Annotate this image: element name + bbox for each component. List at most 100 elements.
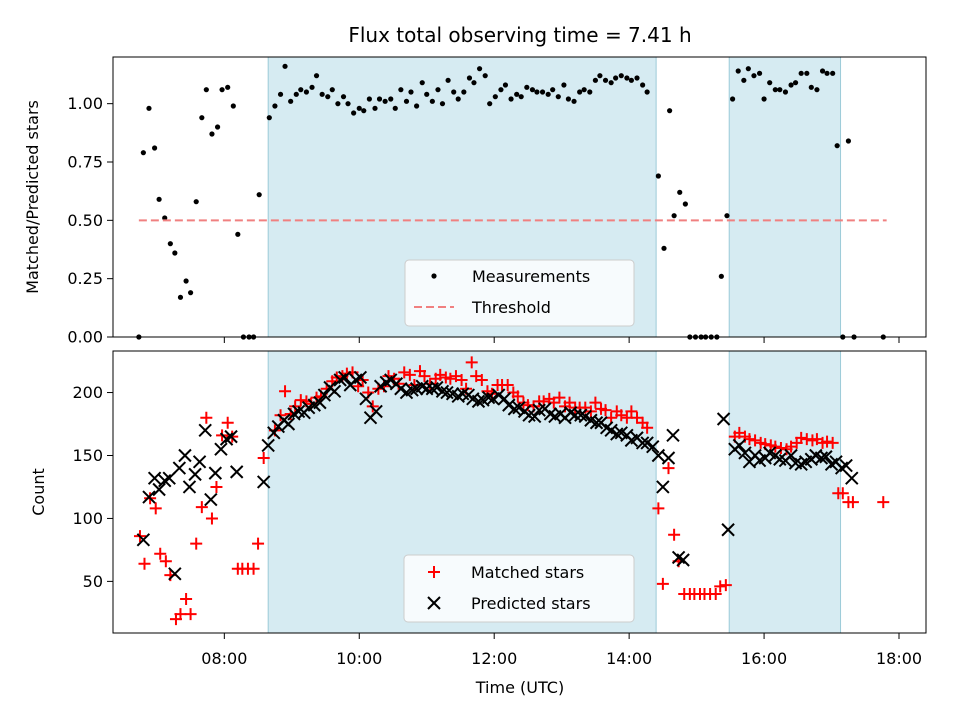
predicted-star-point (471, 394, 486, 409)
predicted-star-point (661, 451, 676, 465)
measurement-point (424, 91, 430, 97)
matched-star-point (154, 547, 167, 560)
top-legend: Measurements Threshold (404, 259, 635, 327)
measurement-point (814, 87, 820, 93)
measurement-point (403, 98, 410, 104)
measurement-point (624, 75, 630, 81)
bottom-axis-ticks (107, 392, 900, 639)
matched-star-point (455, 373, 468, 386)
measurement-point (266, 115, 272, 121)
measurement-point (193, 199, 199, 205)
measurement-point (303, 89, 310, 95)
measurement-point (741, 77, 747, 83)
measurement-point (366, 96, 372, 102)
measurement-point (392, 105, 398, 111)
matched-star-point (159, 555, 172, 568)
matched-star-point (652, 502, 665, 515)
measurement-point (439, 101, 446, 107)
measurement-point (172, 250, 178, 256)
bottom-y-axis-label: Count (29, 468, 48, 516)
measurement-point (571, 98, 577, 104)
measurement-point (487, 101, 493, 107)
measurement-point (677, 189, 683, 195)
predicted-star-point (845, 471, 859, 485)
predicted-star-point (208, 466, 223, 480)
predicted-star-point (369, 404, 383, 419)
matched-star-point (668, 528, 681, 541)
matched-star-point (501, 378, 514, 391)
measurement-point (602, 77, 609, 83)
measurement-point (655, 173, 661, 179)
measurement-point (225, 84, 231, 90)
matched-star-point (826, 436, 839, 449)
measurement-point (466, 75, 473, 81)
matched-star-point (174, 608, 187, 621)
measurement-point (788, 82, 794, 88)
matched-star-point (398, 366, 411, 379)
measurement-point (729, 96, 736, 102)
matched-star-point (418, 370, 431, 383)
chart-title: Flux total observing time = 7.41 h (348, 23, 691, 47)
matched-star-point (631, 411, 644, 424)
measurement-point (819, 68, 826, 74)
predicted-star-point (229, 465, 244, 479)
matched-star-point (184, 608, 197, 621)
measurement-point (203, 87, 209, 93)
matched-star-point (257, 452, 270, 465)
measurement-point (498, 87, 504, 93)
predicted-star-point (182, 480, 197, 494)
predicted-star-point (666, 428, 680, 443)
bottom-y-tick-labels: 50 100 150 200 (72, 383, 103, 591)
measurement-point (682, 201, 688, 207)
measurement-point (152, 145, 158, 151)
predicted-star-point (676, 553, 690, 567)
measurement-point (313, 73, 320, 79)
matched-star-point (714, 580, 727, 593)
measurement-point (293, 91, 299, 97)
measurement-point (718, 273, 724, 279)
measurement-point (724, 213, 730, 219)
predicted-star-point (721, 523, 735, 537)
x-tick-label: 14:00 (606, 649, 652, 668)
x-tick-label: 18:00 (876, 649, 922, 668)
measurement-point (834, 143, 840, 149)
top-legend-box (404, 259, 635, 327)
predicted-star-point (142, 490, 156, 504)
predicted-star-point (425, 382, 440, 396)
matched-star-point (190, 537, 203, 550)
measurement-point (772, 87, 778, 93)
top-y-tick-labels: 0.00 0.25 0.50 0.75 1.00 (67, 94, 103, 346)
matched-star-point (620, 411, 633, 424)
measurement-point (376, 96, 383, 102)
bottom-axes-frame (112, 350, 927, 634)
predicted-star-point (732, 438, 747, 453)
bottom-legend: Matched stars Predicted stars (403, 554, 635, 623)
predicted-star-point (651, 448, 666, 463)
x-tick-labels: 08:00 10:00 12:00 14:00 16:00 18:00 (201, 649, 922, 668)
matched-star-point (444, 372, 457, 385)
measurement-point (199, 115, 205, 121)
measurement-point (756, 70, 763, 76)
measurement-point (482, 73, 488, 79)
matched-star-point (589, 396, 602, 409)
bottom-count-points (133, 356, 890, 626)
predicted-star-point (188, 467, 202, 482)
measurement-point (661, 245, 667, 251)
measurement-point (214, 124, 221, 130)
measurement-point (634, 75, 640, 81)
legend-measurements-label: Measurements (472, 267, 590, 286)
x-tick-label: 16:00 (741, 649, 787, 668)
predicted-star-point (327, 384, 342, 398)
predicted-star-point (359, 392, 373, 406)
measurement-point (398, 87, 404, 93)
measurement-point (581, 87, 587, 93)
measurement-point (471, 80, 477, 86)
measurement-point (745, 66, 751, 72)
y-tick-label: 0.00 (67, 328, 103, 347)
measurement-point (792, 80, 799, 86)
measurement-point (209, 131, 215, 137)
matched-star-point (511, 390, 524, 403)
matched-star-point (836, 487, 849, 500)
measurement-point (325, 94, 331, 100)
